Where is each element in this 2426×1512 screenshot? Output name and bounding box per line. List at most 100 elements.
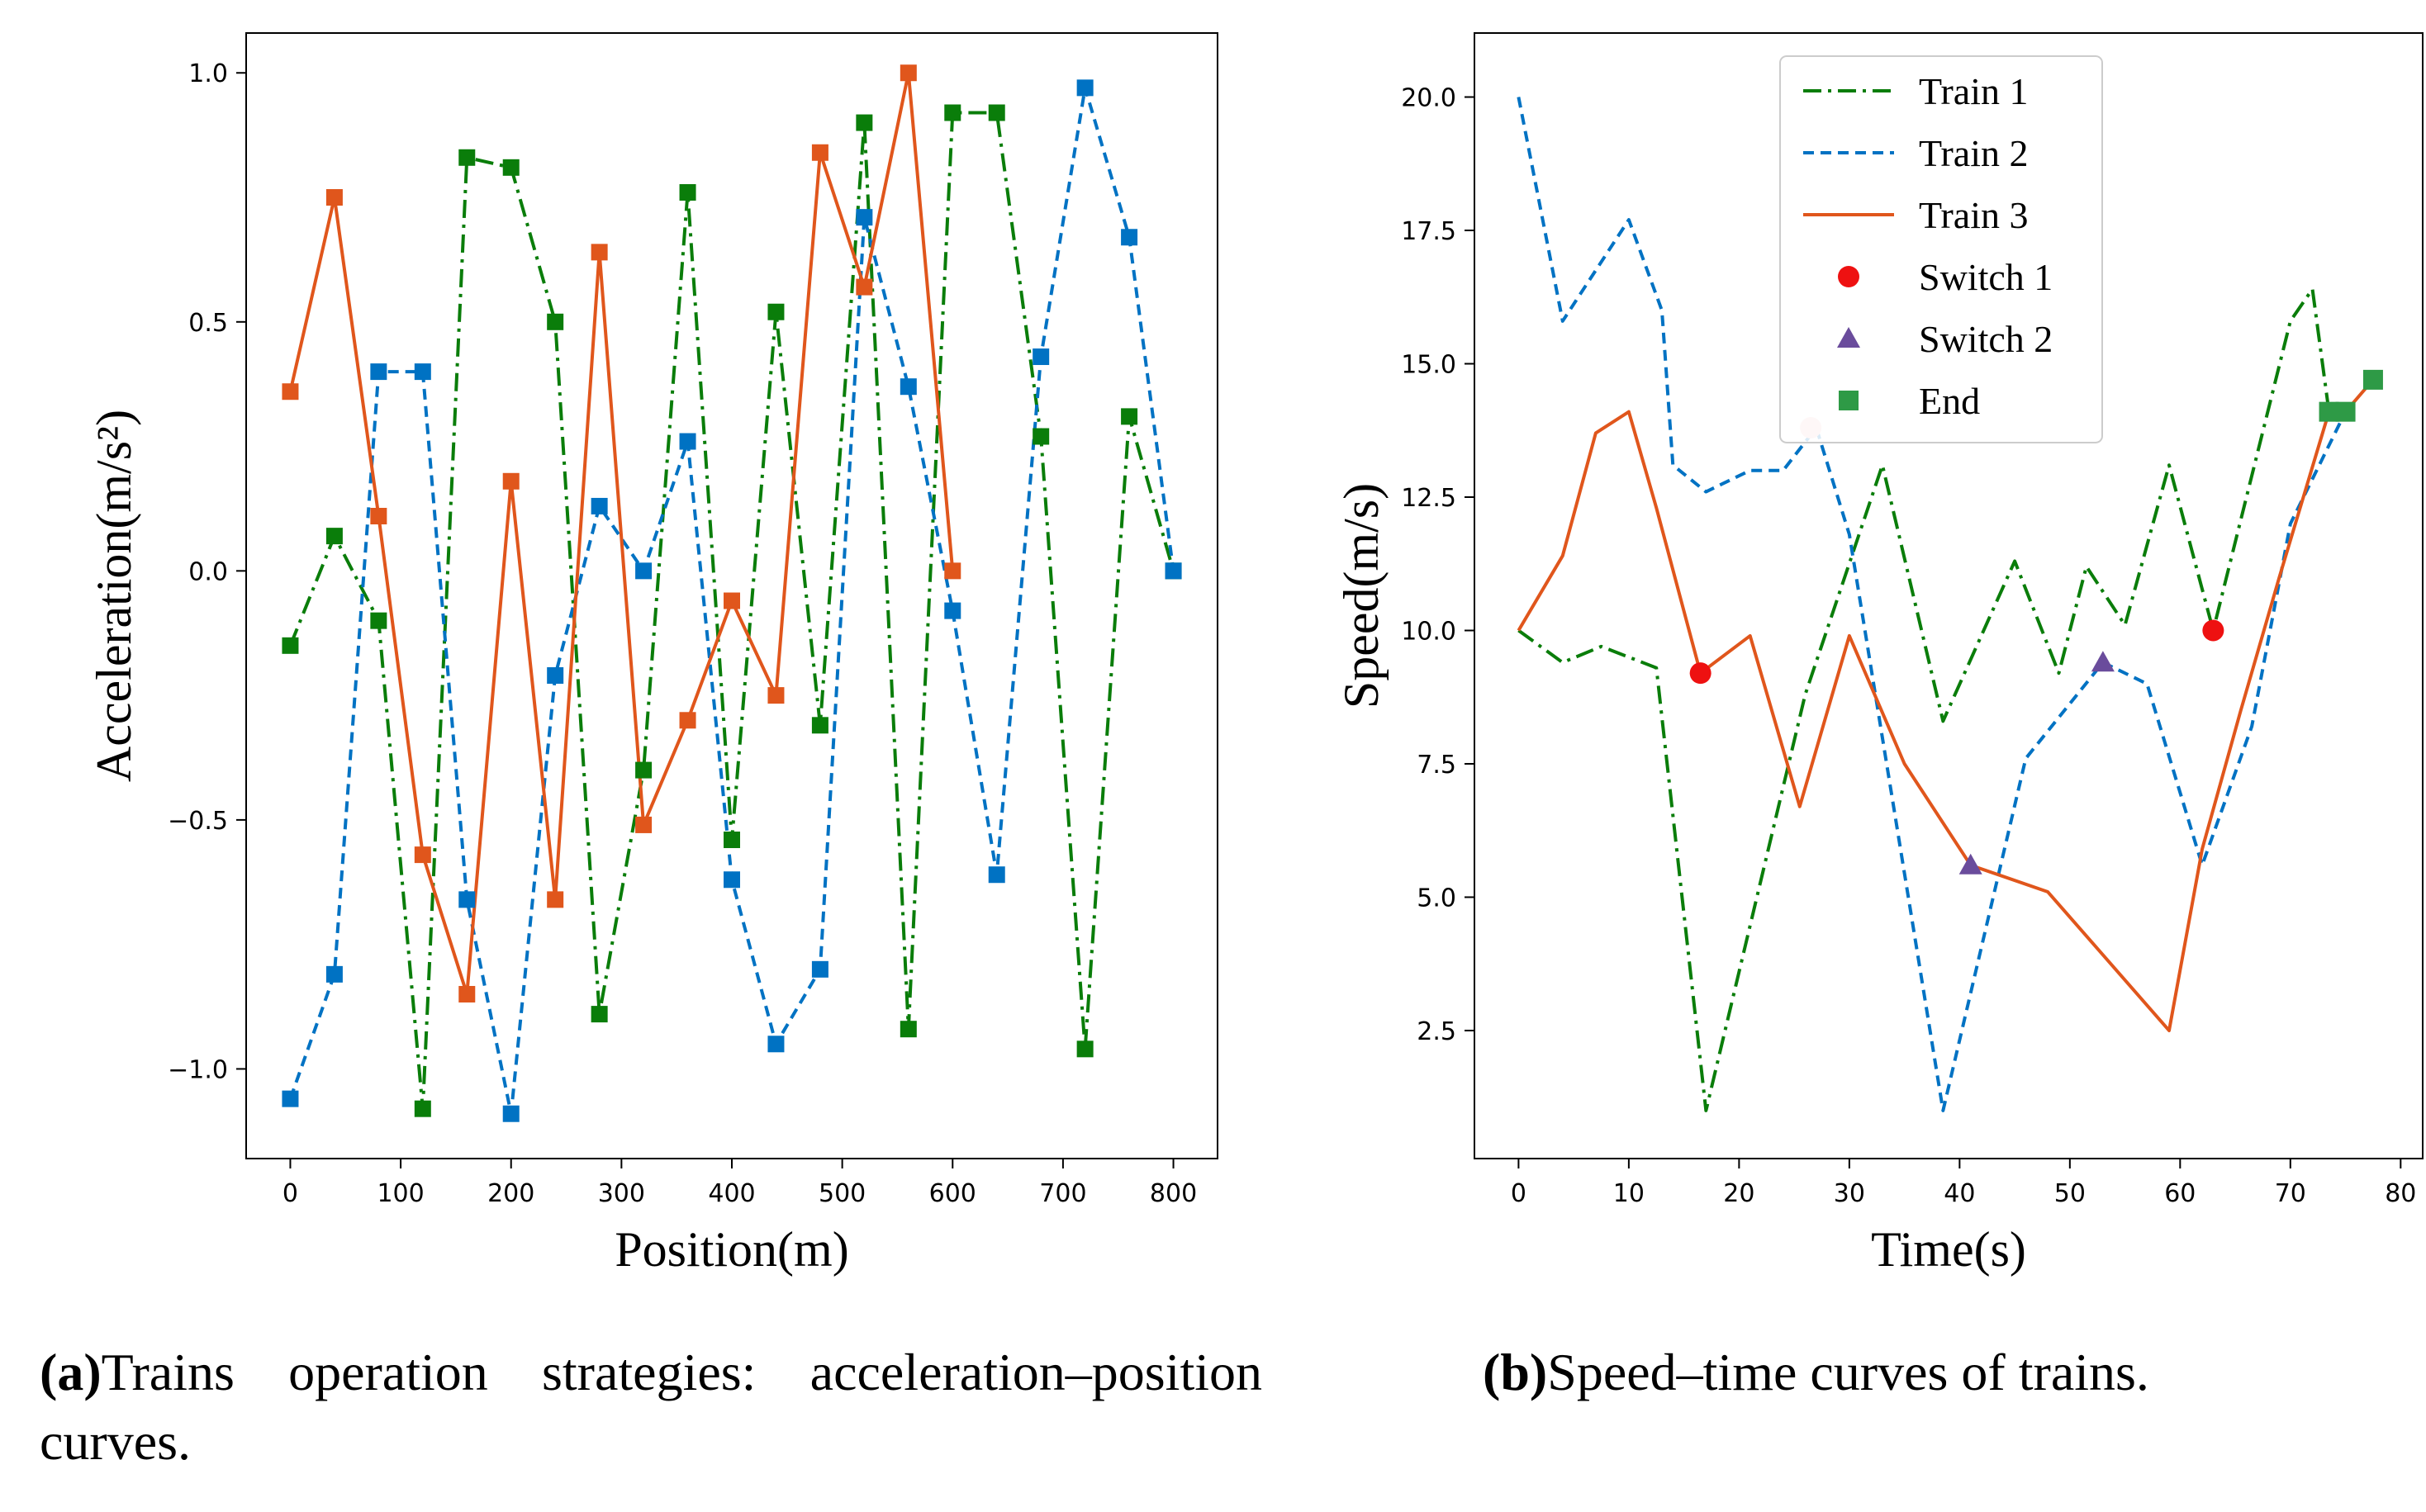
legend-label: Switch 2 <box>1919 318 2053 360</box>
b-y-tick-label: 2.5 <box>1417 1017 1456 1046</box>
chart-a-line-train3 <box>288 71 955 996</box>
chart-a-point-train3 <box>547 891 564 908</box>
chart-a-markers <box>282 64 1182 1122</box>
chart-a-line-train1 <box>288 111 1175 1111</box>
chart-a-point-train2 <box>370 363 387 381</box>
chart-a-point-train2 <box>944 602 961 619</box>
caption-a-text: Trains operation strategies: acceleratio… <box>40 1343 1262 1471</box>
caption-a: (a)Trains operation strategies: accelera… <box>40 1338 1262 1476</box>
chart-a-point-train3 <box>635 816 653 833</box>
a-y-tick-label: 0.5 <box>188 309 228 338</box>
chart-a-point-train1 <box>458 149 476 166</box>
chart-a: 0 100 200 300 400 500 600 700 800 −1.0 −0.5 0.0 0.5… <box>87 32 1218 1277</box>
chart-a-point-train2 <box>591 497 608 514</box>
chart-b-marker-switch-1 <box>1689 662 1711 685</box>
a-x-tick-label: 500 <box>819 1179 866 1208</box>
chart-a-point-train2 <box>1033 348 1050 366</box>
chart-a-point-train1 <box>988 104 1005 121</box>
b-y-tick-label: 7.5 <box>1417 751 1456 780</box>
a-y-tick-label: −0.5 <box>168 807 228 836</box>
a-x-tick-label: 400 <box>708 1179 755 1208</box>
chart-a-point-train1 <box>1121 408 1138 425</box>
chart-a-point-train3 <box>282 383 299 401</box>
chart-a-point-train2 <box>547 666 564 684</box>
chart-a-point-train1 <box>1076 1040 1094 1058</box>
b-y-tick-label: 20.0 <box>1401 84 1456 113</box>
chart-a-point-train1 <box>502 159 520 176</box>
chart-a-point-train1 <box>370 612 387 629</box>
chart-a-point-train2 <box>414 363 431 381</box>
chart-a-point-train1 <box>591 1006 608 1023</box>
b-x-tick-label: 30 <box>1834 1179 1865 1208</box>
chart-a-point-train1 <box>414 1100 431 1117</box>
chart-a-point-train3 <box>679 712 696 729</box>
chart-a-point-train3 <box>414 846 431 864</box>
chart-a-point-train3 <box>458 985 476 1002</box>
legend-handle-switch-2 <box>1837 327 1860 348</box>
chart-a-point-train1 <box>724 832 740 849</box>
chart-a-point-train2 <box>900 378 917 396</box>
chart-b: 0 10 20 30 40 50 60 70 80 2.5 5.0 7.5 10.0 12.5 15.0 1… <box>1334 32 2424 1277</box>
chart-a-point-train2 <box>635 562 653 580</box>
b-x-tick-label: 0 <box>1511 1179 1526 1208</box>
a-x-tick-label: 200 <box>487 1179 534 1208</box>
chart-a-point-train1 <box>547 313 564 330</box>
legend-label: Train 2 <box>1919 132 2029 174</box>
chart-b-line-train2 <box>1517 97 2348 1112</box>
chart-b-marker-end <box>2362 369 2383 390</box>
chart-a-point-train1 <box>811 717 828 734</box>
b-x-tick-label: 50 <box>2054 1179 2086 1208</box>
legend-label: End <box>1919 380 1980 422</box>
chart-a-point-train2 <box>856 209 873 226</box>
chart-b-x-axis-label: Time(s) <box>1871 1222 2026 1277</box>
a-x-tick-label: 100 <box>377 1179 424 1208</box>
a-y-tick-label: −1.0 <box>168 1055 228 1084</box>
b-x-tick-label: 10 <box>1613 1179 1645 1208</box>
chart-a-point-train1 <box>900 1021 917 1038</box>
chart-a-point-train2 <box>1165 562 1182 580</box>
chart-b-y-axis-label: Speed(m/s) <box>1334 483 1389 709</box>
chart-b-x-ticks: 0 10 20 30 40 50 60 70 80 <box>1511 1159 2416 1208</box>
a-y-tick-label: 0.0 <box>188 557 228 586</box>
legend-label: Switch 1 <box>1919 256 2053 298</box>
chart-a-point-train3 <box>591 244 608 261</box>
a-y-tick-label: 1.0 <box>188 59 228 88</box>
chart-b-marker-end <box>2319 401 2339 422</box>
chart-b-line-train1 <box>1517 287 2331 1112</box>
chart-a-point-train3 <box>900 64 917 82</box>
chart-a-y-ticks: −1.0 −0.5 0.0 0.5 1.0 <box>168 59 246 1084</box>
a-x-tick-label: 700 <box>1039 1179 1086 1208</box>
chart-a-point-train2 <box>458 891 476 908</box>
a-x-tick-label: 0 <box>282 1179 298 1208</box>
chart-a-point-train3 <box>502 472 520 490</box>
b-y-tick-label: 15.0 <box>1401 351 1456 380</box>
chart-a-point-train3 <box>724 592 740 609</box>
chart-b-y-ticks: 2.5 5.0 7.5 10.0 12.5 15.0 17.5 20.0 <box>1401 84 1474 1046</box>
chart-b-legend: Train 1 Train 2 Train 3 Switch 1 Switch 2 End <box>1779 55 2103 443</box>
chart-a-point-train2 <box>811 960 828 978</box>
chart-b-marker-switch-2 <box>1958 853 1982 874</box>
caption-b-text: Speed–time curves of trains. <box>1547 1343 2149 1401</box>
chart-a-point-train2 <box>1121 229 1138 246</box>
chart-a-point-train2 <box>724 871 740 889</box>
chart-a-point-train2 <box>1076 79 1094 97</box>
chart-b-marker-end <box>2335 401 2356 422</box>
legend-handle-end <box>1839 391 1859 410</box>
chart-b-marker-switch-1 <box>2202 619 2224 642</box>
a-x-tick-label: 600 <box>929 1179 976 1208</box>
chart-a-point-train3 <box>856 278 873 296</box>
caption-b: (b)Speed–time curves of trains. <box>1483 1338 2391 1407</box>
chart-a-point-train1 <box>767 303 785 320</box>
chart-a-x-ticks: 0 100 200 300 400 500 600 700 800 <box>282 1159 1197 1208</box>
legend-handle-switch-1 <box>1838 266 1859 287</box>
chart-b-line-train3 <box>1517 378 2375 1032</box>
b-x-tick-label: 70 <box>2275 1179 2306 1208</box>
chart-b-frame <box>1474 32 2424 1159</box>
chart-a-point-train3 <box>370 508 387 525</box>
chart-a-point-train2 <box>767 1036 785 1053</box>
chart-a-point-train1 <box>944 104 961 121</box>
a-x-tick-label: 800 <box>1150 1179 1197 1208</box>
chart-a-point-train2 <box>282 1090 299 1107</box>
chart-a-point-train1 <box>679 183 696 201</box>
